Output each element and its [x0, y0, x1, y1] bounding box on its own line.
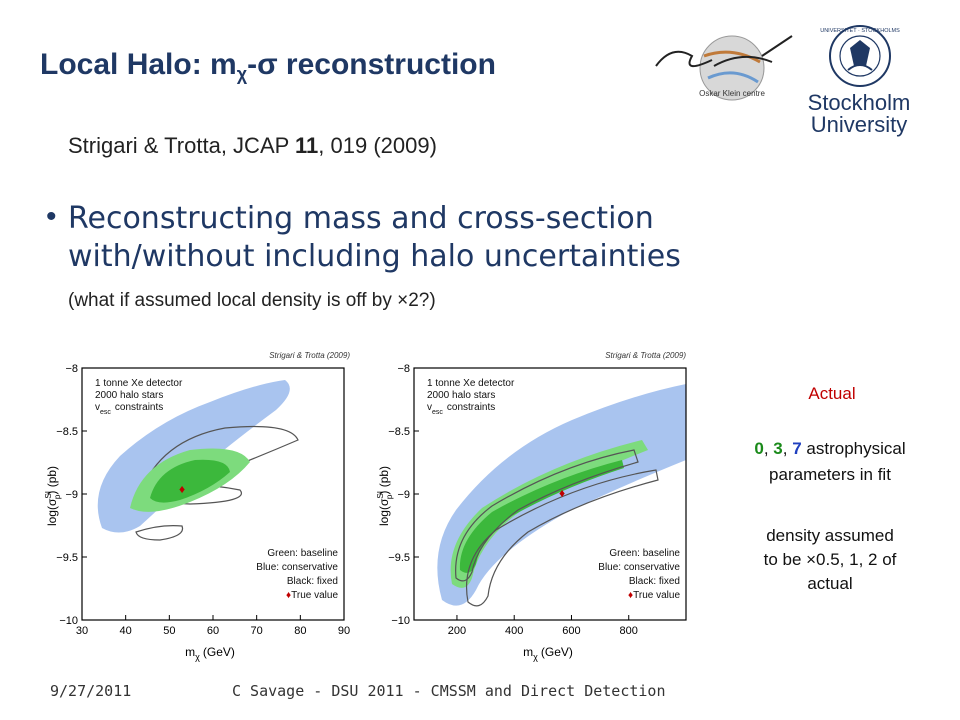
chart-left-credit: Strigari & Trotta (2009): [269, 351, 350, 360]
legend-black: Black: fixed: [629, 576, 680, 587]
density-line-2: to be ×0.5, 1, 2 of: [763, 550, 897, 569]
true-value-marker: ♦: [559, 486, 565, 500]
true-value-marker: ♦: [179, 482, 185, 496]
region-black-fixed-2: [465, 469, 659, 607]
y-tick-label: −8.5: [388, 426, 410, 438]
y-tick-label: −9: [397, 489, 410, 501]
legend-blue: Blue: conservative: [256, 562, 338, 573]
density-note: density assumed to be ×0.5, 1, 2 of actu…: [720, 524, 940, 596]
subnote: (what if assumed local density is off by…: [68, 290, 436, 311]
x-tick-label: 90: [338, 625, 350, 637]
chart-left-ylabel: log(σSIp) (pb): [44, 466, 62, 526]
annotation-stars: 2000 halo stars: [95, 390, 163, 401]
chart-left-plot-area: 30 40 50 60 70 80 90 −8 −8.5 −9 −9.5 −10 ♦: [56, 363, 350, 637]
y-tick-label: −9: [65, 489, 78, 501]
y-tick-label: −10: [59, 615, 78, 627]
footer-text: C Savage - DSU 2011 - CMSSM and Direct D…: [232, 682, 666, 700]
university-ring-text: UNIVERSITET · STOCKHOLMS: [820, 28, 900, 34]
y-tick-label: −9.5: [56, 552, 78, 564]
x-tick-label: 200: [448, 625, 466, 637]
chart-right-ylabel: log(σSIp) (pb): [376, 466, 394, 526]
annotation-vesc: vesc constraints: [427, 402, 495, 416]
y-tick-label: −8: [397, 363, 410, 375]
chart-left-xlabel: mχ (GeV): [185, 645, 235, 662]
footer-date: 9/27/2011: [50, 682, 132, 700]
citation-authors: Strigari & Trotta, JCAP: [68, 133, 296, 158]
annotation-detector: 1 tonne Xe detector: [95, 378, 183, 389]
title-main: Local Halo: m: [40, 48, 237, 81]
stockholm-university-logo: UNIVERSITET · STOCKHOLMS Stockholm Unive…: [808, 25, 911, 137]
annotation-detector: 1 tonne Xe detector: [427, 378, 515, 389]
chart-right: Strigari & Trotta (2009) 200 400 600 800 −8 −…: [376, 351, 687, 662]
university-name-line-1: Stockholm: [808, 90, 911, 115]
param-count-3: 3: [773, 439, 783, 458]
legend-true: ♦True value: [628, 590, 680, 601]
chart-right-axes: 200 400 600 800 −8 −8.5 −9 −9.5 −10: [388, 363, 638, 637]
chart-right-xlabel: mχ (GeV): [523, 645, 573, 662]
region-green-inner: [150, 459, 230, 503]
legend-black: Black: fixed: [287, 576, 338, 587]
annotation-vesc: vesc constraints: [95, 402, 163, 416]
param-count-7: 7: [792, 439, 802, 458]
slide-title: Local Halo: mχ-σ reconstruction: [40, 48, 496, 85]
bullet-marker: •: [46, 200, 57, 233]
chart-right-credit: Strigari & Trotta (2009): [605, 351, 686, 360]
citation-pages: , 019 (2009): [318, 133, 437, 158]
title-subscript: χ: [236, 64, 248, 84]
citation-volume: 11: [295, 133, 319, 158]
params-line-2: parameters in fit: [769, 465, 891, 484]
y-tick-label: −10: [391, 615, 410, 627]
university-name-line-2: University: [811, 112, 908, 137]
x-tick-label: 80: [294, 625, 306, 637]
legend-green: Green: baseline: [267, 548, 338, 559]
actual-label: Actual: [808, 384, 856, 403]
legend-true: ♦True value: [286, 590, 338, 601]
bullet-text: Reconstructing mass and cross-section wi…: [68, 201, 681, 274]
annotation-stars: 2000 halo stars: [427, 390, 495, 401]
chart-right-plot-area: 200 400 600 800 −8 −8.5 −9 −9.5 −10 ♦: [388, 363, 687, 637]
y-tick-label: −8: [65, 363, 78, 375]
chart-left-axes: 30 40 50 60 70 80 90 −8 −8.5 −9 −9.5 −10: [56, 363, 350, 637]
chart-left: Strigari & Trotta (2009) 30 40 50 60 70 80 90 −…: [44, 351, 350, 662]
title-rest: -σ reconstruction: [247, 48, 496, 81]
oskar-klein-centre-logo: Oskar Klein centre: [655, 35, 793, 101]
density-line-1: density assumed: [766, 526, 894, 545]
x-tick-label: 400: [505, 625, 523, 637]
x-tick-label: 60: [207, 625, 219, 637]
params-line-1: astrophysical: [801, 439, 906, 458]
citation: Strigari & Trotta, JCAP 11, 019 (2009): [68, 133, 437, 159]
y-tick-label: −9.5: [388, 552, 410, 564]
density-line-3: actual: [807, 574, 853, 593]
x-tick-label: 600: [562, 625, 580, 637]
parameters-note: 0, 3, 7 astrophysical parameters in fit: [754, 439, 906, 484]
x-tick-label: 70: [251, 625, 263, 637]
x-tick-label: 800: [620, 625, 638, 637]
x-tick-label: 50: [163, 625, 175, 637]
oskar-klein-text: Oskar Klein centre: [699, 89, 765, 98]
legend-blue: Blue: conservative: [598, 562, 680, 573]
x-tick-label: 30: [76, 625, 88, 637]
region-blue-conservative: [437, 384, 686, 606]
x-tick-label: 40: [120, 625, 132, 637]
region-black-fixed: [455, 449, 639, 582]
param-count-0: 0: [754, 439, 764, 458]
region-black-fixed-3: [135, 525, 184, 541]
y-tick-label: −8.5: [56, 426, 78, 438]
legend-green: Green: baseline: [609, 548, 680, 559]
